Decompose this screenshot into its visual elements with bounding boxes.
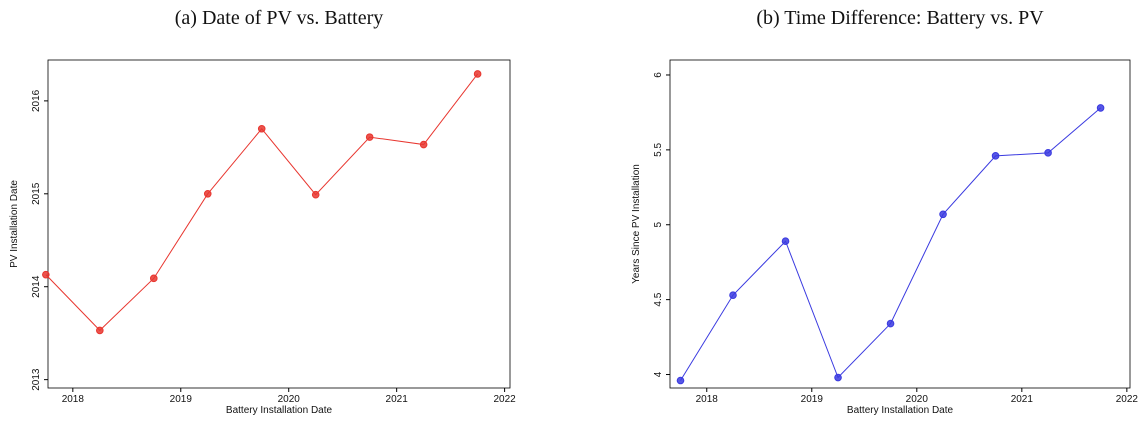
point	[473, 70, 482, 78]
point	[96, 326, 104, 335]
y-tick-label: 6	[653, 72, 664, 78]
y-tick-label: 5.5	[653, 142, 664, 156]
point	[257, 124, 266, 133]
y-tick-label: 2013	[31, 368, 42, 391]
x-tick-label: 2021	[386, 394, 409, 405]
plot-frame	[47, 59, 511, 389]
x-tick-label: 2021	[1011, 394, 1034, 405]
point	[834, 373, 842, 382]
chart-title: (a) Date of PV vs. Battery	[175, 7, 383, 29]
point	[203, 190, 212, 198]
y-axis-label: PV Installation Date	[9, 180, 20, 268]
x-tick-label: 2019	[801, 394, 824, 405]
point	[365, 133, 374, 141]
point	[939, 210, 947, 219]
point	[1096, 104, 1105, 112]
y-tick-label: 4	[653, 371, 664, 377]
plot-frame	[669, 59, 1131, 389]
y-tick-label: 5	[653, 222, 664, 228]
point	[419, 140, 428, 149]
line	[680, 107, 1101, 381]
line	[45, 73, 479, 332]
y-tick-label: 2016	[31, 89, 42, 112]
x-tick-label: 2020	[906, 394, 929, 405]
y-axis-label: Years Since PV Installation	[631, 164, 642, 284]
x-tick-label: 2022	[1116, 394, 1139, 405]
point	[42, 270, 50, 279]
point	[149, 274, 158, 283]
point	[676, 376, 685, 385]
y-tick-label: 2015	[31, 182, 42, 205]
x-tick-label: 2020	[278, 394, 301, 405]
point	[729, 291, 737, 299]
y-tick-label: 4.5	[653, 292, 664, 306]
x-tick-label: 2019	[170, 394, 193, 405]
x-tick-label: 2022	[493, 394, 516, 405]
x-axis-label: Battery Installation Date	[847, 405, 954, 416]
point	[886, 319, 895, 328]
x-tick-label: 2018	[696, 394, 719, 405]
point	[781, 237, 790, 246]
point	[1044, 149, 1052, 157]
x-axis-label: Battery Installation Date	[226, 405, 333, 416]
point	[311, 190, 320, 199]
x-tick-label: 2018	[62, 394, 85, 405]
chart-title: (b) Time Difference: Battery vs. PV	[756, 7, 1044, 29]
y-tick-label: 2014	[31, 275, 42, 298]
point	[991, 152, 1000, 160]
